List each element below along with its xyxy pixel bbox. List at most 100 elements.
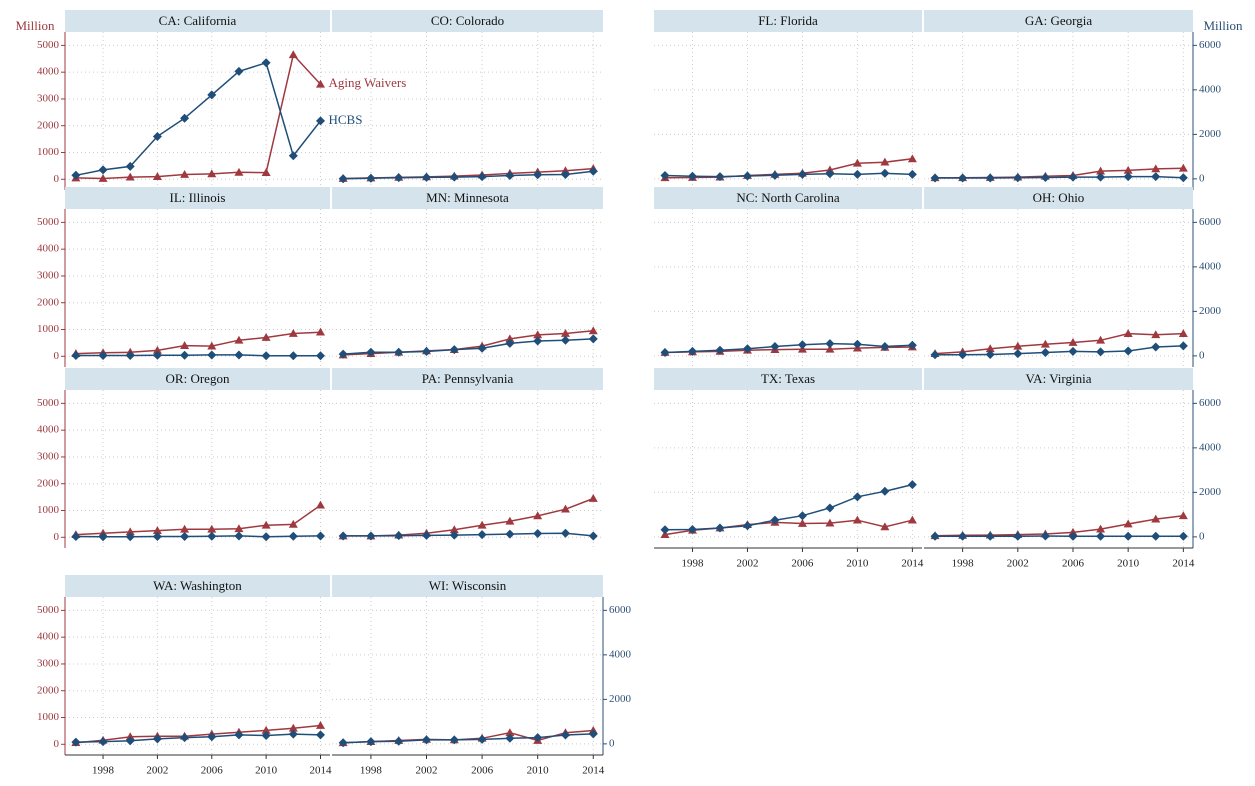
series-line bbox=[343, 170, 594, 180]
marker bbox=[880, 342, 890, 352]
marker bbox=[261, 532, 271, 542]
marker bbox=[125, 172, 135, 181]
marker bbox=[366, 531, 376, 541]
series-line bbox=[75, 53, 322, 180]
marker bbox=[797, 511, 807, 521]
marker bbox=[588, 493, 598, 502]
marker bbox=[715, 345, 725, 355]
x-tick-label: 1998 bbox=[92, 765, 115, 777]
marker bbox=[366, 737, 376, 747]
marker bbox=[770, 170, 780, 180]
marker bbox=[477, 520, 487, 529]
marker bbox=[261, 333, 271, 341]
marker bbox=[880, 157, 890, 166]
marker bbox=[985, 173, 995, 183]
y-tick-label: 4000 bbox=[1199, 260, 1222, 272]
y-axis-label: Million bbox=[15, 18, 55, 33]
marker bbox=[1178, 163, 1188, 172]
y-axis-label: Million bbox=[1203, 18, 1243, 33]
y-tick-label: 1000 bbox=[37, 323, 60, 335]
marker bbox=[477, 734, 487, 744]
marker bbox=[1068, 338, 1078, 346]
marker bbox=[288, 531, 298, 541]
panel-strip bbox=[654, 368, 922, 390]
y-tick-label: 1000 bbox=[37, 504, 60, 516]
marker bbox=[1151, 531, 1161, 541]
y-tick-label: 6000 bbox=[609, 604, 632, 616]
marker bbox=[907, 340, 917, 350]
marker bbox=[338, 349, 348, 359]
marker bbox=[907, 480, 917, 490]
y-tick-label: 5000 bbox=[37, 604, 60, 616]
y-tick-label: 0 bbox=[54, 173, 60, 185]
marker bbox=[588, 729, 598, 739]
marker bbox=[315, 730, 325, 740]
y-tick-label: 1000 bbox=[37, 146, 60, 158]
marker bbox=[1151, 164, 1161, 173]
series-line bbox=[935, 345, 1184, 356]
series-line bbox=[75, 61, 322, 177]
marker bbox=[742, 171, 752, 181]
y-tick-label: 0 bbox=[1199, 530, 1205, 542]
marker bbox=[98, 173, 108, 182]
x-tick-label: 2010 bbox=[846, 558, 869, 570]
panel-strip bbox=[65, 187, 330, 209]
series-line bbox=[664, 172, 913, 178]
x-tick-label: 2002 bbox=[736, 558, 758, 570]
marker bbox=[394, 531, 404, 541]
marker bbox=[180, 341, 190, 349]
x-tick-label: 1998 bbox=[360, 765, 383, 777]
marker bbox=[852, 158, 862, 167]
marker bbox=[588, 531, 598, 541]
marker bbox=[180, 531, 190, 541]
marker bbox=[958, 173, 968, 183]
marker bbox=[394, 347, 404, 357]
y-tick-label: 2000 bbox=[37, 684, 60, 696]
x-tick-label: 2002 bbox=[1007, 558, 1029, 570]
marker bbox=[1096, 347, 1106, 357]
marker bbox=[338, 174, 348, 184]
marker bbox=[394, 173, 404, 183]
marker bbox=[560, 504, 570, 513]
marker bbox=[825, 344, 835, 353]
marker bbox=[315, 116, 325, 126]
marker bbox=[315, 500, 325, 509]
marker bbox=[533, 336, 543, 346]
y-tick-label: 4000 bbox=[1199, 441, 1222, 453]
marker bbox=[152, 531, 162, 541]
marker bbox=[261, 168, 271, 176]
marker bbox=[1151, 342, 1161, 352]
y-tick-label: 4000 bbox=[1199, 83, 1222, 95]
marker bbox=[125, 532, 135, 542]
series-line bbox=[75, 724, 321, 744]
marker bbox=[1040, 339, 1050, 348]
panel-strip bbox=[924, 187, 1193, 209]
marker bbox=[261, 730, 271, 740]
x-tick-label: 2006 bbox=[471, 765, 494, 777]
y-tick-label: 0 bbox=[54, 531, 60, 543]
marker bbox=[560, 335, 570, 345]
marker bbox=[505, 733, 515, 743]
marker bbox=[422, 346, 432, 356]
y-tick-label: 2000 bbox=[609, 693, 632, 705]
y-tick-label: 5000 bbox=[37, 216, 60, 228]
marker bbox=[449, 525, 459, 534]
marker bbox=[71, 737, 81, 747]
marker bbox=[588, 166, 598, 176]
series-line bbox=[664, 483, 913, 531]
marker bbox=[449, 530, 459, 540]
y-tick-label: 2000 bbox=[1199, 486, 1222, 498]
y-tick-label: 4000 bbox=[37, 631, 60, 643]
panel-title: CA: California bbox=[159, 13, 237, 28]
marker bbox=[1123, 531, 1133, 541]
x-tick-label: 2006 bbox=[1062, 558, 1085, 570]
marker bbox=[880, 486, 890, 496]
x-tick-label: 2010 bbox=[255, 765, 278, 777]
panel-title: MN: Minnesota bbox=[426, 190, 509, 205]
x-tick-label: 1998 bbox=[681, 558, 704, 570]
marker bbox=[394, 736, 404, 746]
marker bbox=[560, 730, 570, 740]
marker bbox=[560, 528, 570, 538]
marker bbox=[422, 530, 432, 540]
